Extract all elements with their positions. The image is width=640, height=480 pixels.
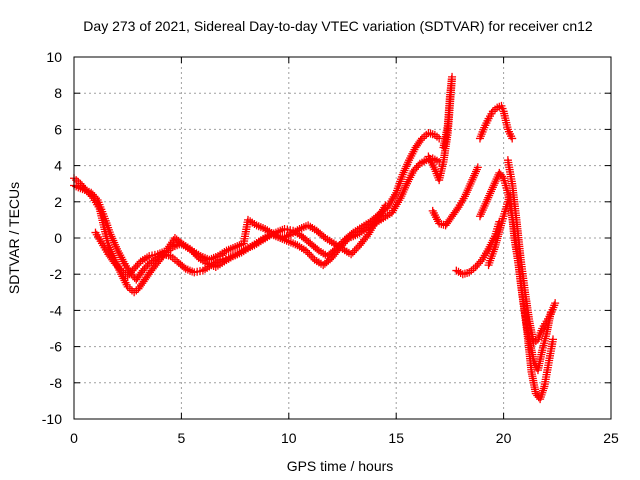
data-point — [305, 250, 314, 259]
series-track-c — [91, 201, 390, 281]
y-tick-label: -8 — [50, 375, 63, 391]
data-point — [469, 264, 478, 273]
data-point — [350, 246, 359, 255]
y-tick-label: -4 — [50, 302, 63, 318]
data-point — [539, 384, 548, 393]
data-point — [166, 252, 175, 261]
series-evening-a — [424, 72, 457, 185]
data-point — [115, 264, 124, 273]
x-tick-label: 25 — [603, 430, 619, 446]
data-point — [465, 268, 474, 277]
data-point — [92, 194, 101, 203]
x-tick-label: 20 — [496, 430, 512, 446]
data-point — [303, 248, 312, 257]
data-point — [439, 143, 448, 152]
y-tick-label: 10 — [46, 49, 62, 65]
data-point — [549, 335, 558, 344]
data-point — [473, 163, 482, 172]
data-point — [307, 252, 316, 261]
x-axis-label: GPS time / hours — [287, 458, 394, 474]
y-tick-label: -2 — [50, 266, 63, 282]
series-evening-g — [503, 156, 560, 347]
y-tick-label: -6 — [50, 339, 63, 355]
y-tick-label: 4 — [54, 158, 62, 174]
data-point — [348, 248, 357, 257]
series-evening-b — [428, 163, 482, 230]
y-tick-label: 0 — [54, 230, 62, 246]
x-tick-label: 5 — [178, 430, 186, 446]
data-points-layer — [70, 72, 560, 404]
plot-frame — [73, 56, 612, 420]
data-point — [381, 201, 390, 210]
data-point — [339, 239, 348, 248]
y-tick-label: 6 — [54, 121, 62, 137]
data-point — [301, 246, 310, 255]
y-tick-label: 8 — [54, 85, 62, 101]
data-point — [347, 250, 356, 259]
series-track-b — [70, 154, 444, 284]
chart-title: Day 273 of 2021, Sidereal Day-to-day VTE… — [83, 18, 593, 34]
data-point — [416, 136, 425, 145]
data-point — [130, 288, 139, 297]
y-tick-labels: -10 -8 -6 -4 -2 0 2 4 6 8 10 — [42, 49, 62, 427]
x-tick-label: 10 — [281, 430, 297, 446]
x-tick-label: 15 — [388, 430, 404, 446]
data-point — [352, 244, 361, 253]
data-point — [341, 237, 350, 246]
data-point — [508, 134, 517, 143]
series-evening-f — [484, 190, 558, 404]
y-tick-label: 2 — [54, 194, 62, 210]
x-tick-labels: 0 5 10 15 20 25 — [70, 430, 619, 446]
y-axis-label: SDTVAR / TECUs — [6, 182, 22, 294]
data-point — [493, 103, 502, 112]
data-point — [430, 130, 439, 139]
data-point — [498, 172, 507, 181]
data-point — [551, 299, 560, 308]
data-point — [538, 386, 547, 395]
x-tick-label: 0 — [70, 430, 78, 446]
series-evening-d — [475, 101, 517, 143]
y-tick-label: -10 — [42, 411, 62, 427]
